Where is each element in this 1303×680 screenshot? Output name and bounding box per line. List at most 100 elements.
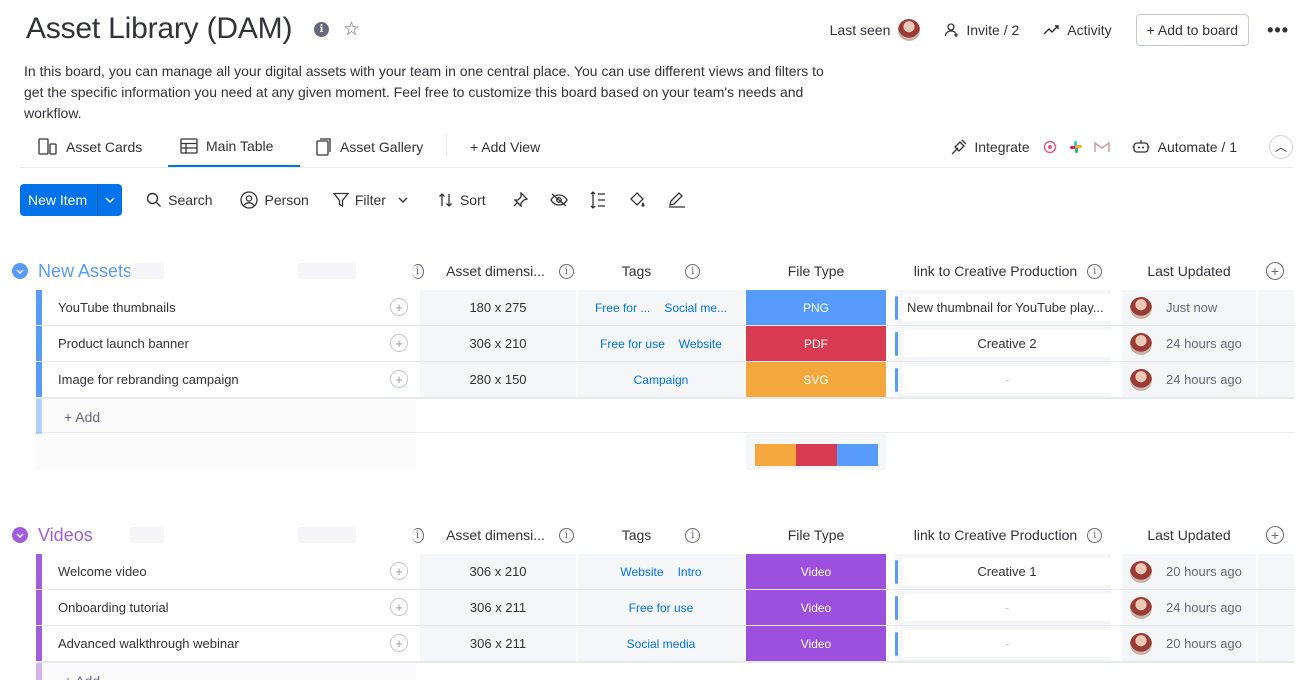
- board-title[interactable]: Asset Library (DAM): [26, 12, 293, 45]
- tags-cell[interactable]: Free for use: [578, 590, 744, 625]
- file-type-status[interactable]: Video: [746, 554, 886, 589]
- link-cell[interactable]: -: [895, 362, 1111, 397]
- automate-button[interactable]: Automate / 1: [1132, 139, 1237, 155]
- add-update-icon[interactable]: +: [390, 334, 408, 352]
- add-update-icon[interactable]: +: [390, 634, 408, 652]
- tag[interactable]: Intro: [677, 564, 702, 579]
- link-cell[interactable]: Creative 2: [895, 326, 1111, 361]
- tags-cell[interactable]: Social media: [578, 626, 744, 661]
- linked-item[interactable]: Creative 2: [903, 330, 1111, 357]
- filter-button[interactable]: Filter: [332, 192, 414, 208]
- table-row[interactable]: Advanced walkthrough webinar + 306 x 211 …: [36, 626, 1294, 662]
- tags-cell[interactable]: Website Intro: [578, 554, 744, 589]
- person-filter-button[interactable]: Person: [240, 191, 309, 209]
- link-cell[interactable]: -: [895, 626, 1111, 661]
- tags-cell[interactable]: Campaign: [578, 362, 744, 397]
- info-icon[interactable]: i: [1087, 263, 1103, 279]
- item-name[interactable]: Onboarding tutorial +: [42, 590, 418, 625]
- star-icon[interactable]: ☆: [343, 19, 361, 40]
- edit-icon[interactable]: [668, 192, 686, 208]
- item-name[interactable]: Product launch banner +: [42, 326, 418, 361]
- chevron-down-icon[interactable]: [12, 527, 28, 543]
- item-name[interactable]: Welcome video +: [42, 554, 418, 589]
- file-type-status[interactable]: PNG: [746, 290, 886, 325]
- invite-button[interactable]: Invite / 2: [944, 22, 1019, 38]
- tab-asset-gallery[interactable]: Asset Gallery: [304, 126, 435, 167]
- add-to-board-button[interactable]: + Add to board: [1135, 14, 1250, 46]
- dimensions-cell[interactable]: 306 x 210: [420, 326, 576, 361]
- info-icon[interactable]: i: [558, 263, 574, 279]
- file-type-status[interactable]: SVG: [746, 362, 886, 397]
- add-update-icon[interactable]: +: [390, 562, 408, 580]
- add-column-icon[interactable]: +: [1266, 262, 1284, 280]
- new-item-button[interactable]: New Item: [20, 184, 123, 216]
- chevron-down-icon[interactable]: [98, 197, 122, 203]
- item-name[interactable]: Image for rebranding campaign +: [42, 362, 418, 397]
- file-type-status[interactable]: PDF: [746, 326, 886, 361]
- info-icon[interactable]: i: [558, 527, 574, 543]
- table-row[interactable]: YouTube thumbnails + 180 x 275 Free for .…: [36, 290, 1294, 326]
- item-name[interactable]: YouTube thumbnails +: [42, 290, 418, 325]
- tag[interactable]: Free for use: [600, 336, 665, 351]
- add-view-button[interactable]: + Add View: [470, 138, 541, 155]
- dimensions-cell[interactable]: 306 x 210: [420, 554, 576, 589]
- tag[interactable]: Website: [678, 336, 722, 351]
- info-icon[interactable]: i: [412, 263, 424, 279]
- table-row[interactable]: Product launch banner + 306 x 210 Free fo…: [36, 326, 1294, 362]
- file-type-status[interactable]: Video: [746, 590, 886, 625]
- add-item-row[interactable]: + Add: [36, 662, 1294, 680]
- tag[interactable]: Campaign: [633, 372, 689, 387]
- column-header-last-updated[interactable]: Last Updated: [1122, 258, 1256, 284]
- linked-item[interactable]: New thumbnail for YouTube play...: [903, 294, 1111, 321]
- file-type-status[interactable]: Video: [746, 626, 886, 661]
- tab-main-table[interactable]: Main Table: [168, 126, 300, 167]
- linked-item[interactable]: -: [903, 594, 1111, 621]
- linked-item[interactable]: -: [903, 630, 1111, 657]
- table-row[interactable]: Onboarding tutorial + 306 x 211 Free for …: [36, 590, 1294, 626]
- dimensions-cell[interactable]: 306 x 211: [420, 590, 576, 625]
- pin-icon[interactable]: [512, 192, 528, 208]
- tag[interactable]: Website: [620, 564, 664, 579]
- chevron-down-icon[interactable]: [12, 263, 28, 279]
- add-item-row[interactable]: + Add: [36, 398, 1294, 434]
- dimensions-cell[interactable]: 306 x 211: [420, 626, 576, 661]
- table-row[interactable]: Image for rebranding campaign + 280 x 150…: [36, 362, 1294, 398]
- tag[interactable]: Free for ...: [594, 300, 651, 315]
- add-update-icon[interactable]: +: [390, 598, 408, 616]
- tag[interactable]: Social me...: [664, 300, 728, 315]
- row-height-icon[interactable]: [590, 191, 606, 209]
- table-row[interactable]: Welcome video + 306 x 210 Website Intro Vi…: [36, 554, 1294, 590]
- column-header-tags[interactable]: Tags i: [578, 258, 744, 284]
- add-update-icon[interactable]: +: [390, 370, 408, 388]
- info-icon[interactable]: i: [412, 527, 424, 543]
- linked-item[interactable]: Creative 1: [903, 558, 1111, 585]
- column-header-last-updated[interactable]: Last Updated: [1122, 522, 1256, 548]
- tab-asset-cards[interactable]: Asset Cards: [26, 126, 154, 167]
- link-cell[interactable]: -: [895, 590, 1111, 625]
- column-header-tags[interactable]: Tags i: [578, 522, 744, 548]
- info-icon[interactable]: i: [314, 22, 329, 37]
- last-seen[interactable]: Last seen: [830, 19, 921, 41]
- link-cell[interactable]: Creative 1: [895, 554, 1111, 589]
- column-header-dimensions[interactable]: Asset dimensi... i: [440, 522, 580, 548]
- info-icon[interactable]: i: [1087, 527, 1103, 543]
- link-cell[interactable]: New thumbnail for YouTube play...: [895, 290, 1111, 325]
- group-title[interactable]: Videos: [12, 522, 93, 548]
- tag[interactable]: Free for use: [628, 600, 694, 615]
- tag[interactable]: Social media: [626, 636, 696, 651]
- column-header-file-type[interactable]: File Type: [746, 258, 886, 284]
- column-header-file-type[interactable]: File Type: [746, 522, 886, 548]
- add-update-icon[interactable]: +: [390, 298, 408, 316]
- tags-cell[interactable]: Free for ... Social me...: [578, 290, 744, 325]
- dimensions-cell[interactable]: 180 x 275: [420, 290, 576, 325]
- info-icon[interactable]: i: [685, 263, 701, 279]
- hide-icon[interactable]: [549, 193, 568, 207]
- item-name[interactable]: Advanced walkthrough webinar +: [42, 626, 418, 661]
- tags-cell[interactable]: Free for use Website: [578, 326, 744, 361]
- color-fill-icon[interactable]: [628, 191, 646, 209]
- collapse-header-icon[interactable]: ︿: [1269, 134, 1293, 159]
- add-column-icon[interactable]: +: [1266, 526, 1284, 544]
- integrate-button[interactable]: Integrate: [950, 138, 1030, 156]
- sort-button[interactable]: Sort: [438, 192, 486, 208]
- column-header-link[interactable]: link to Creative Production i: [895, 522, 1121, 548]
